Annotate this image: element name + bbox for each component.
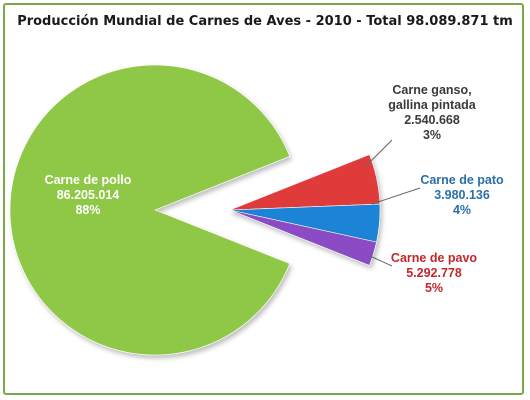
slice-ganso bbox=[229, 209, 377, 266]
leader-pavo bbox=[369, 255, 393, 267]
slice-pollo bbox=[9, 64, 291, 356]
chart-border bbox=[3, 3, 524, 395]
leader-pato bbox=[371, 187, 421, 205]
label-pollo: Carne de pollo 86.205.014 88% bbox=[45, 173, 132, 217]
label-pavo: Carne de pavo 5.292.778 5% bbox=[391, 251, 478, 295]
leader-ganso bbox=[365, 139, 393, 167]
label-pato: Carne de pato 3.980.136 4% bbox=[420, 173, 504, 217]
chart-title: Producción Mundial de Carnes de Aves - 2… bbox=[17, 14, 513, 29]
label-ganso: Carne ganso, gallina pintada 2.540.668 3% bbox=[388, 83, 477, 142]
